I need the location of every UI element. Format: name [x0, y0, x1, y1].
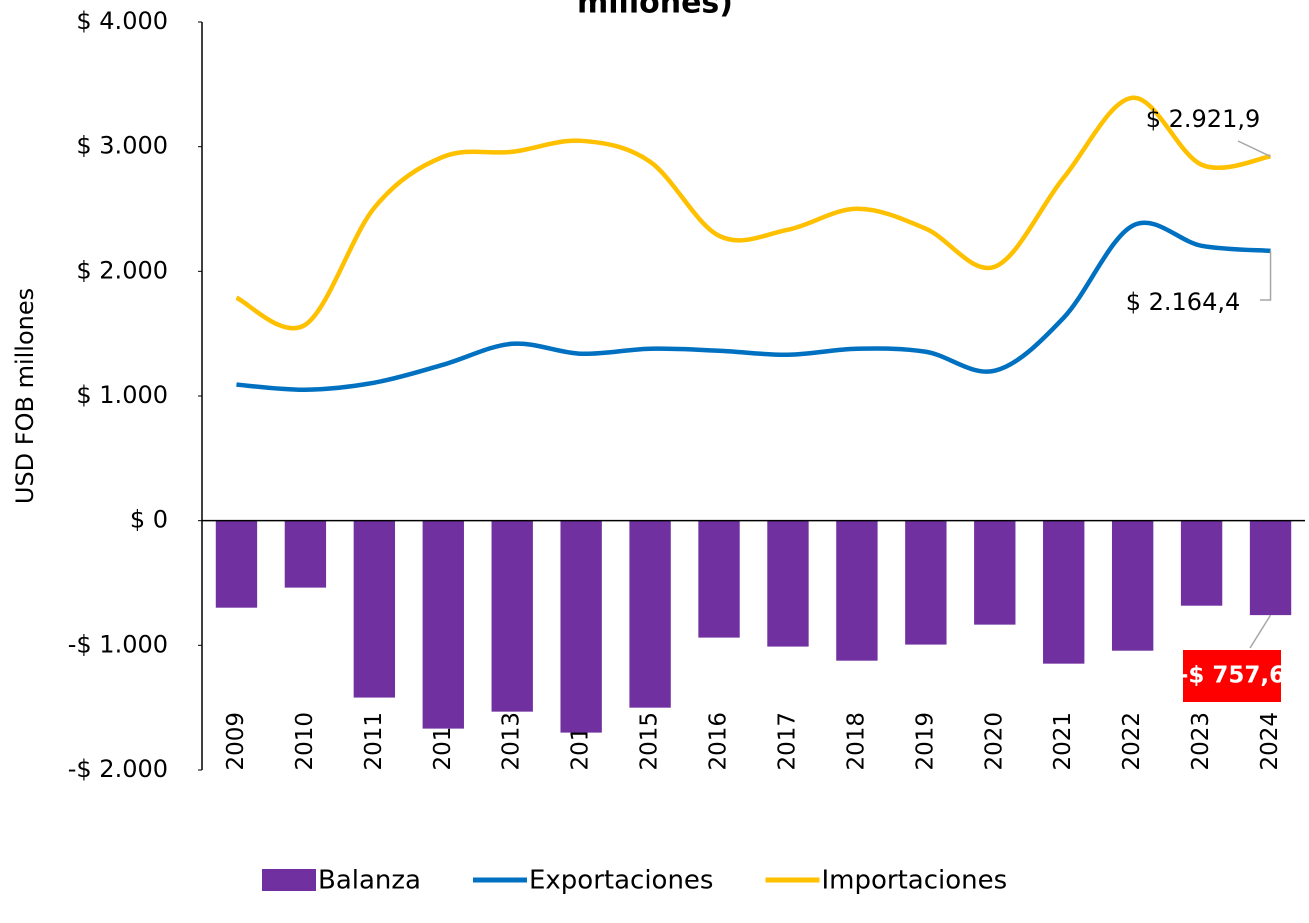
- leader-line: [1260, 250, 1272, 301]
- bar: [353, 520, 396, 698]
- bar: [767, 520, 809, 647]
- y-tick-label: $ 4.000: [76, 7, 168, 35]
- bar: [560, 520, 602, 733]
- x-tick-label: 2015: [637, 712, 663, 771]
- x-tick-label: 2013: [499, 712, 525, 771]
- x-tick-label: 2018: [843, 712, 869, 771]
- y-tick-label: $ 3.000: [76, 132, 168, 160]
- line: [235, 95, 1271, 331]
- chart-title: millones): [577, 0, 733, 21]
- legend-label: Exportaciones: [529, 866, 714, 896]
- line: [236, 220, 1271, 393]
- data-label: -$ 757,6: [1179, 663, 1285, 689]
- x-tick-label: 2017: [774, 712, 800, 771]
- bar: [491, 520, 533, 712]
- y-tick-label: $ 1.000: [76, 381, 168, 409]
- bar: [1249, 520, 1292, 616]
- bar: [974, 520, 1016, 625]
- x-tick-label: 2024: [1257, 712, 1283, 771]
- x-tick-label: 2019: [912, 712, 938, 771]
- x-tick-label: 2016: [706, 712, 732, 771]
- x-tick-label: 2011: [361, 712, 387, 771]
- x-tick-label: 2022: [1119, 712, 1145, 771]
- bar: [1043, 520, 1085, 664]
- bar: [836, 520, 878, 661]
- bar: [698, 520, 740, 638]
- y-tick-label: $ 2.000: [76, 256, 168, 284]
- x-tick-label: 2020: [981, 712, 1007, 771]
- legend-swatch: [262, 869, 316, 891]
- x-tick-label: 2023: [1188, 712, 1214, 771]
- label-box: [1183, 650, 1281, 702]
- legend-label: Balanza: [318, 866, 421, 896]
- x-tick-label: 2009: [223, 712, 249, 771]
- bar: [1111, 520, 1154, 651]
- legend-label: Importaciones: [821, 866, 1007, 896]
- y-tick-label: -$ 2.000: [68, 755, 168, 783]
- bar: [629, 520, 671, 708]
- x-tick-label: 2021: [1050, 712, 1076, 771]
- y-tick-label: $ 0: [130, 506, 168, 534]
- y-tick-label: -$ 1.000: [68, 630, 168, 658]
- bar: [1180, 520, 1223, 606]
- bar: [284, 520, 327, 588]
- x-tick-label: 2010: [292, 712, 318, 771]
- leader-line: [1237, 140, 1271, 158]
- bar: [422, 520, 464, 729]
- bar: [905, 520, 947, 645]
- y-axis-label: USD FOB millones: [11, 288, 39, 504]
- leader-line: [1249, 614, 1272, 649]
- bar: [215, 520, 258, 608]
- data-label: $ 2.164,4: [1126, 288, 1241, 316]
- data-label: $ 2.921,9: [1146, 105, 1261, 133]
